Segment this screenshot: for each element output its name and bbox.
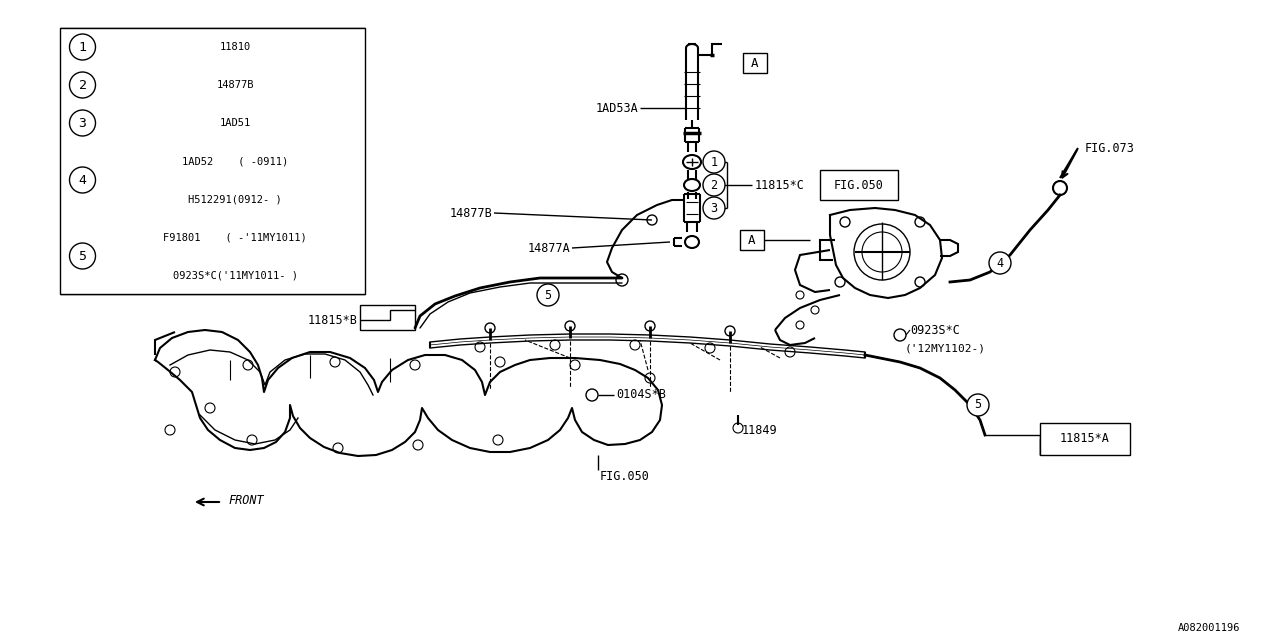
Circle shape (966, 394, 989, 416)
Text: 2: 2 (710, 179, 718, 191)
Text: 1AD52    ( -0911): 1AD52 ( -0911) (182, 156, 288, 166)
Text: 5: 5 (544, 289, 552, 301)
Text: F91801    ( -'11MY1011): F91801 ( -'11MY1011) (163, 232, 307, 242)
Text: ('12MY1102-): ('12MY1102-) (905, 343, 986, 353)
Circle shape (989, 252, 1011, 274)
Text: 0923S*C('11MY1011- ): 0923S*C('11MY1011- ) (173, 270, 297, 280)
Text: 14877A: 14877A (527, 241, 570, 255)
Circle shape (703, 197, 724, 219)
Circle shape (69, 34, 96, 60)
Circle shape (703, 174, 724, 196)
Circle shape (69, 243, 96, 269)
Text: 3: 3 (710, 202, 718, 214)
Circle shape (538, 284, 559, 306)
Text: FRONT: FRONT (228, 493, 264, 506)
Text: 11810: 11810 (219, 42, 251, 52)
Text: 11815*B: 11815*B (308, 314, 358, 326)
Bar (820, 170, 899, 200)
Text: 1AD53A: 1AD53A (595, 102, 637, 115)
Text: FIG.050: FIG.050 (835, 179, 884, 191)
Bar (740, 230, 764, 250)
Text: 4: 4 (996, 257, 1004, 269)
Ellipse shape (684, 179, 700, 191)
Text: 4: 4 (78, 173, 87, 186)
Text: 11815*A: 11815*A (1060, 433, 1110, 445)
Text: 3: 3 (78, 116, 87, 129)
Bar (742, 53, 767, 73)
Text: 1AD51: 1AD51 (219, 118, 251, 128)
Text: A082001196: A082001196 (1178, 623, 1240, 633)
Text: 5: 5 (78, 250, 87, 262)
Circle shape (703, 151, 724, 173)
Text: 1: 1 (710, 156, 718, 168)
Text: 2: 2 (78, 79, 87, 92)
Ellipse shape (685, 236, 699, 248)
Text: 11815*C: 11815*C (755, 179, 805, 191)
Bar (60, 28, 365, 294)
Text: 0104S*B: 0104S*B (616, 388, 666, 401)
Text: A: A (749, 234, 755, 246)
Circle shape (69, 167, 96, 193)
Text: 11849: 11849 (742, 424, 778, 436)
Text: 1: 1 (78, 40, 87, 54)
Text: A: A (751, 56, 759, 70)
Circle shape (69, 72, 96, 98)
Circle shape (69, 110, 96, 136)
Text: 14877B: 14877B (216, 80, 253, 90)
Text: 0923S*C: 0923S*C (910, 323, 960, 337)
Text: H512291(0912- ): H512291(0912- ) (188, 194, 282, 204)
Bar (1039, 423, 1130, 455)
Text: FIG.073: FIG.073 (1085, 141, 1135, 154)
Ellipse shape (684, 155, 701, 169)
Text: 5: 5 (974, 399, 982, 412)
Text: FIG.050: FIG.050 (600, 470, 650, 483)
Text: 14877B: 14877B (449, 207, 492, 220)
